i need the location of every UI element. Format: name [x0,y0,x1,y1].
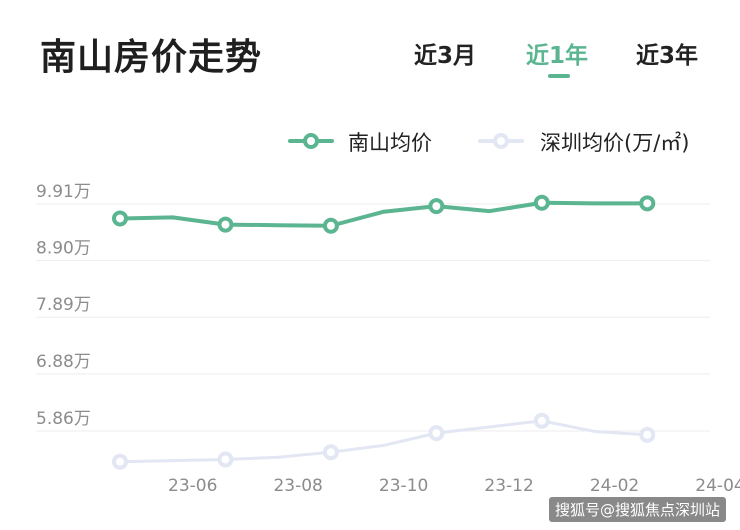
legend-label-shenzhen: 深圳均价(万/㎡) [540,131,690,155]
y-tick-label: 8.90万 [36,239,91,259]
data-point [639,195,656,212]
page-title: 南山房价走势 [40,37,263,78]
y-tick-label: 7.89万 [36,295,91,315]
legend-swatch-nanshan [288,133,334,149]
data-point [322,217,339,234]
x-tick-label: 23-10 [379,476,428,496]
y-tick-label: 5.86万 [36,409,91,429]
legend-label-nanshan: 南山均价 [348,131,432,155]
series-line-1 [118,419,649,464]
time-range-tabs: 近3月 近1年 近3年 [0,32,740,82]
series-line-0 [118,200,650,228]
x-tick-label: 24-02 [590,476,639,496]
tab-1-year[interactable]: 近1年 [526,43,589,69]
active-tab-indicator [548,74,570,78]
data-point [533,412,550,429]
data-point [217,216,234,233]
data-point [112,210,128,227]
y-tick-label: 6.88万 [36,352,91,372]
data-point [217,451,234,468]
data-point [112,453,128,470]
x-tick-label: 23-08 [273,476,322,496]
tab-3-years[interactable]: 近3年 [636,43,699,69]
x-tick-label: 24-04 [695,476,740,496]
x-tick-label: 23-12 [484,476,533,496]
data-point [533,194,550,211]
data-point [428,425,445,442]
legend-swatch-shenzhen [478,133,524,149]
watermark: 搜狐号@搜狐焦点深圳站 [548,497,726,522]
y-tick-label: 9.91万 [36,182,91,202]
x-tick-label: 23-06 [168,476,217,496]
data-point [639,426,656,443]
data-point [322,444,339,461]
data-point [428,198,445,215]
tab-3-months[interactable]: 近3月 [414,43,477,69]
chart-legend: 南山均价 深圳均价(万/㎡) [0,124,740,160]
